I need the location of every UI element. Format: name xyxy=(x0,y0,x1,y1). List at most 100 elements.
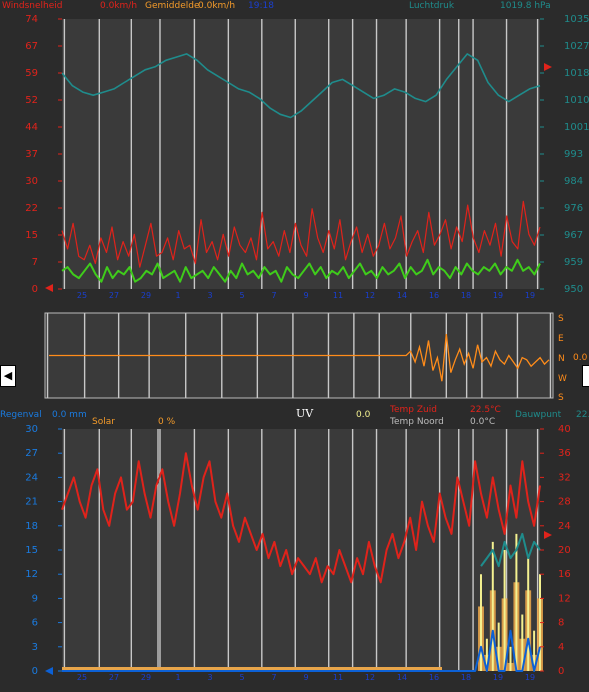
wind-xtick-6: 7 xyxy=(271,291,276,300)
wind-ytick-2: 59 xyxy=(25,68,38,79)
temp-north-value: 0.0°C xyxy=(470,417,495,427)
pressure-ytick-5: 993 xyxy=(564,149,583,160)
solar-baseline xyxy=(62,667,442,671)
temp-ytick-6: 12 xyxy=(25,569,38,580)
temp-right-ytick-2: 32 xyxy=(558,472,571,483)
temp-xtick-2: 29 xyxy=(141,673,151,682)
temp-right-ytick-4: 24 xyxy=(558,521,571,532)
wind-line xyxy=(61,200,541,268)
temp-xtick-6: 7 xyxy=(271,673,276,682)
wind-xtick-1: 27 xyxy=(109,291,119,300)
temp-xtick-7: 9 xyxy=(303,673,308,682)
pressure-ytick-10: 950 xyxy=(564,284,583,295)
wind-xtick-11: 16 xyxy=(429,291,439,300)
dir-label-s-top: S xyxy=(558,314,564,324)
temp-xtick-12: 18 xyxy=(461,673,471,682)
temp-ytick-7: 9 xyxy=(32,593,38,604)
temp-right-ytick-8: 8 xyxy=(558,618,564,629)
next-page-button[interactable] xyxy=(582,365,589,387)
wind-xtick-3: 1 xyxy=(175,291,180,300)
temp-xtick-9: 12 xyxy=(365,673,375,682)
uv-label: UV xyxy=(296,407,314,420)
direction-line xyxy=(49,334,550,382)
previous-page-button[interactable]: ◀ xyxy=(0,365,16,387)
pressure-ytick-7: 976 xyxy=(564,203,583,214)
rain-label: Regenval xyxy=(0,410,42,420)
axis-ticks: 7467595244373022157010351027101810101001… xyxy=(25,14,589,682)
pressure-ytick-8: 967 xyxy=(564,230,583,241)
temp-xtick-14: 19 xyxy=(525,673,535,682)
temp-right-ytick-5: 20 xyxy=(558,545,571,556)
temp-xtick-13: 19 xyxy=(493,673,503,682)
wind-xtick-2: 29 xyxy=(141,291,151,300)
temp-right-ytick-3: 28 xyxy=(558,497,571,508)
temp-right-ytick-9: 4 xyxy=(558,642,564,653)
pressure-ytick-3: 1010 xyxy=(564,95,589,106)
wind-xtick-14: 19 xyxy=(525,291,535,300)
dir-value: 0.0 xyxy=(573,353,588,363)
current-wind-marker xyxy=(45,284,53,292)
dir-label-e: E xyxy=(558,334,564,344)
dir-label-w: W xyxy=(558,374,567,384)
avg-value: 0.0km/h xyxy=(198,1,235,11)
solar-value: 0 % xyxy=(158,417,176,427)
temp-xtick-3: 1 xyxy=(175,673,180,682)
temp-xtick-4: 3 xyxy=(207,673,212,682)
wind-xtick-10: 14 xyxy=(397,291,407,300)
pressure-ytick-6: 984 xyxy=(564,176,583,187)
wind-ytick-1: 67 xyxy=(25,41,38,52)
wind-xtick-13: 19 xyxy=(493,291,503,300)
pressure-ytick-2: 1018 xyxy=(564,68,589,79)
temp-xtick-8: 11 xyxy=(333,673,343,682)
pressure-ytick-0: 1035 xyxy=(564,14,589,25)
temp-xtick-0: 25 xyxy=(77,673,87,682)
wind-panel xyxy=(62,19,540,289)
avg-label: Gemiddelde xyxy=(145,1,200,11)
solar-label: Solar xyxy=(92,417,115,427)
wind-ytick-4: 44 xyxy=(25,122,38,133)
wind-xtick-4: 3 xyxy=(207,291,212,300)
dew-value: 22. xyxy=(576,410,589,420)
temp-right-ytick-6: 16 xyxy=(558,569,571,580)
temp-right-ytick-0: 40 xyxy=(558,424,571,435)
temp-ytick-9: 3 xyxy=(32,642,38,653)
wind-ytick-3: 52 xyxy=(25,95,38,106)
wind-xtick-5: 5 xyxy=(239,291,244,300)
wind-ytick-10: 0 xyxy=(32,284,38,295)
pressure-ytick-1: 1027 xyxy=(564,41,589,52)
temp-south-label: Temp Zuid xyxy=(389,405,437,415)
avg-line xyxy=(61,258,541,283)
temp-xtick-11: 16 xyxy=(429,673,439,682)
current-temp-marker xyxy=(544,531,552,539)
wind-xtick-8: 11 xyxy=(333,291,343,300)
temp-ytick-2: 24 xyxy=(25,472,38,483)
temp-ytick-4: 18 xyxy=(25,521,38,532)
pressure-label: Luchtdruk xyxy=(409,1,455,11)
dir-label-s-bottom: S xyxy=(558,393,564,403)
temp-grid xyxy=(63,429,539,671)
temp-north-label: Temp Noord xyxy=(389,417,444,427)
temp-right-ytick-7: 12 xyxy=(558,593,571,604)
temp-line xyxy=(61,452,541,584)
pressure-ytick-4: 1001 xyxy=(564,122,589,133)
temp-ytick-5: 15 xyxy=(25,545,38,556)
time-value: 19:18 xyxy=(248,1,274,11)
temp-panel xyxy=(62,429,540,671)
wind-xtick-0: 25 xyxy=(77,291,87,300)
dir-label-n: N xyxy=(558,354,565,364)
wind-xtick-7: 9 xyxy=(303,291,308,300)
rain-value: 0.0 mm xyxy=(52,410,87,420)
dew-label: Dauwpunt xyxy=(515,410,562,420)
temp-ytick-1: 27 xyxy=(25,448,38,459)
temp-xtick-5: 5 xyxy=(239,673,244,682)
temp-ytick-0: 30 xyxy=(25,424,38,435)
current-pressure-marker xyxy=(544,63,552,71)
temp-right-ytick-1: 36 xyxy=(558,448,571,459)
wind-ytick-5: 37 xyxy=(25,149,38,160)
wind-ytick-7: 22 xyxy=(25,203,38,214)
pressure-line xyxy=(61,53,541,119)
current-rain-marker xyxy=(45,667,53,675)
temp-right-ytick-10: 0 xyxy=(558,666,564,677)
dew-line xyxy=(480,532,541,568)
temp-south-value: 22.5°C xyxy=(470,405,501,415)
